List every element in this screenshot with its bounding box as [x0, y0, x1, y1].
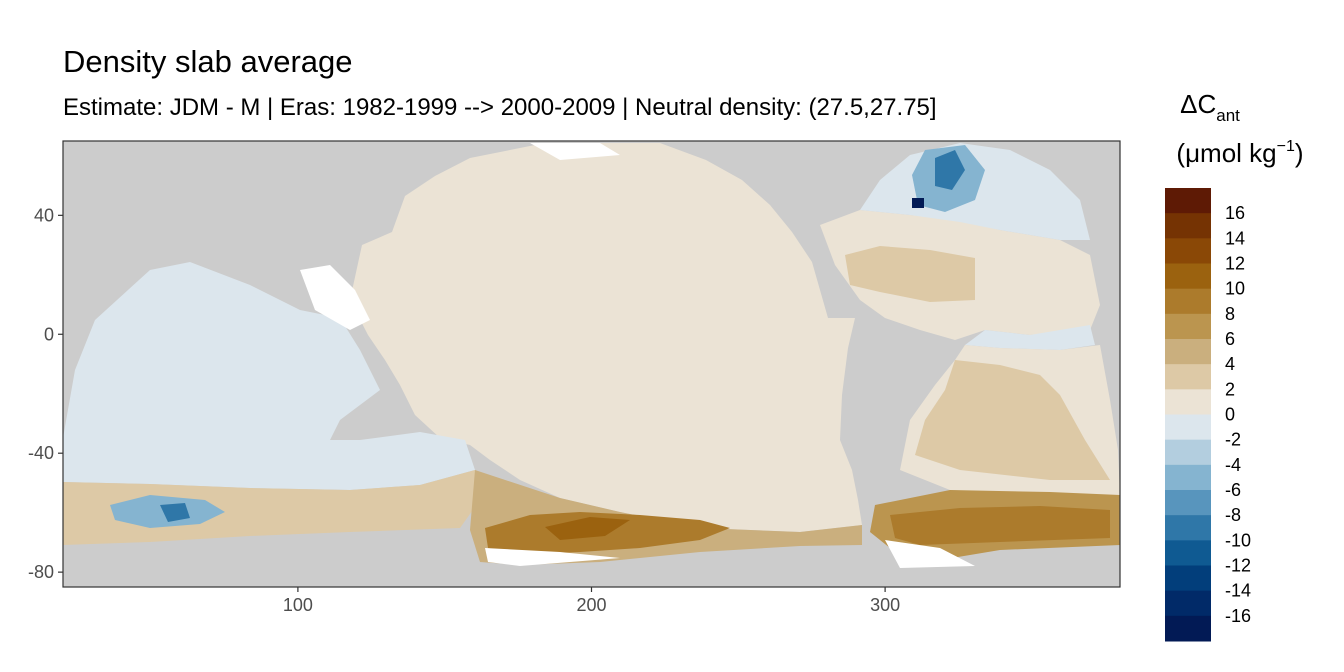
- legend-swatch: [1165, 213, 1211, 239]
- legend-label: -16: [1225, 606, 1251, 626]
- legend-swatch: [1165, 515, 1211, 541]
- legend-label: -6: [1225, 480, 1241, 500]
- y-tick-label: 0: [44, 324, 54, 344]
- legend-swatch: [1165, 565, 1211, 592]
- legend-label: 10: [1225, 279, 1245, 299]
- legend-label: -14: [1225, 581, 1251, 601]
- legend-label: 0: [1225, 405, 1235, 425]
- legend-swatch: [1165, 389, 1211, 415]
- southern-ocean-indian-negative-core: [160, 503, 190, 522]
- legend-label: 2: [1225, 379, 1235, 399]
- legend-swatch: [1165, 339, 1211, 365]
- map-panel: [62, 140, 1121, 588]
- legend-unit: (μmol kg−1): [1176, 138, 1303, 168]
- ocean-field: [63, 143, 1120, 568]
- x-tick-label: 200: [576, 595, 606, 615]
- southern-ocean-atlantic-core: [890, 506, 1110, 545]
- legend-swatch: [1165, 188, 1211, 214]
- legend-title: ΔCant: [1180, 89, 1240, 125]
- legend-swatch: [1165, 364, 1211, 390]
- y-tick-label: 40: [34, 205, 54, 225]
- east-asia-missing-data: [300, 265, 370, 330]
- legend-title-subscript: ant: [1216, 106, 1240, 125]
- legend-swatch: [1165, 540, 1211, 566]
- legend-unit-prefix: (μmol kg: [1176, 138, 1276, 168]
- legend-colorbar: [1165, 188, 1211, 642]
- legend-unit-suffix: ): [1295, 138, 1304, 168]
- legend-label: -4: [1225, 455, 1241, 475]
- legend-label: -10: [1225, 530, 1251, 550]
- legend-labels: 16 14 12 10 8 6 4 2 0 -2 -4 -6 -8 -10 -12 -14 -16: [1225, 203, 1251, 626]
- ross-missing-data: [485, 548, 620, 566]
- legend-unit-exponent: −1: [1277, 138, 1295, 155]
- x-axis: 100 200 300: [283, 587, 900, 615]
- legend-swatch: [1165, 439, 1211, 466]
- x-tick-label: 100: [283, 595, 313, 615]
- southern-ocean-pacific-peak: [545, 517, 630, 540]
- y-tick-label: -80: [28, 562, 54, 582]
- south-atlantic-core: [915, 360, 1110, 480]
- legend-swatch: [1165, 238, 1211, 264]
- equatorial-atlantic-field: [965, 325, 1095, 350]
- legend-label: 14: [1225, 228, 1245, 248]
- chart-subtitle: Estimate: JDM - M | Eras: 1982-1999 --> …: [63, 94, 937, 121]
- legend-swatch: [1165, 590, 1211, 617]
- legend-title-symbol: ΔC: [1180, 89, 1216, 119]
- arctic-missing-data: [530, 143, 620, 160]
- legend-label: -12: [1225, 556, 1251, 576]
- pacific-ocean-field: [350, 143, 862, 532]
- legend-label: -8: [1225, 505, 1241, 525]
- legend-label: -2: [1225, 430, 1241, 450]
- x-tick-label: 300: [870, 595, 900, 615]
- legend-swatch: [1165, 313, 1211, 340]
- legend-label: 6: [1225, 329, 1235, 349]
- legend-label: 8: [1225, 304, 1235, 324]
- legend-swatch: [1165, 490, 1211, 516]
- legend-swatch: [1165, 263, 1211, 290]
- indian-ocean-field: [63, 262, 475, 490]
- legend-label: 12: [1225, 254, 1245, 274]
- weddell-missing-data: [885, 540, 975, 568]
- labrador-sea-core: [935, 150, 965, 190]
- north-atlantic-subtropical-core: [845, 246, 975, 302]
- north-atlantic-min-cell: [912, 198, 924, 208]
- legend-label: 16: [1225, 203, 1245, 223]
- legend-label: 4: [1225, 354, 1235, 374]
- y-tick-label: -40: [28, 443, 54, 463]
- legend: ΔCant (μmol kg−1) 16 14 12 10 8 6 4 2 0 -2 -4 -6 -8 -…: [1165, 89, 1304, 642]
- chart-title: Density slab average: [63, 44, 353, 79]
- legend-swatch: [1165, 414, 1211, 441]
- legend-swatch: [1165, 464, 1211, 491]
- y-axis: 40 0 -40 -80: [28, 205, 63, 582]
- legend-swatch: [1165, 288, 1211, 315]
- legend-swatch: [1165, 615, 1211, 642]
